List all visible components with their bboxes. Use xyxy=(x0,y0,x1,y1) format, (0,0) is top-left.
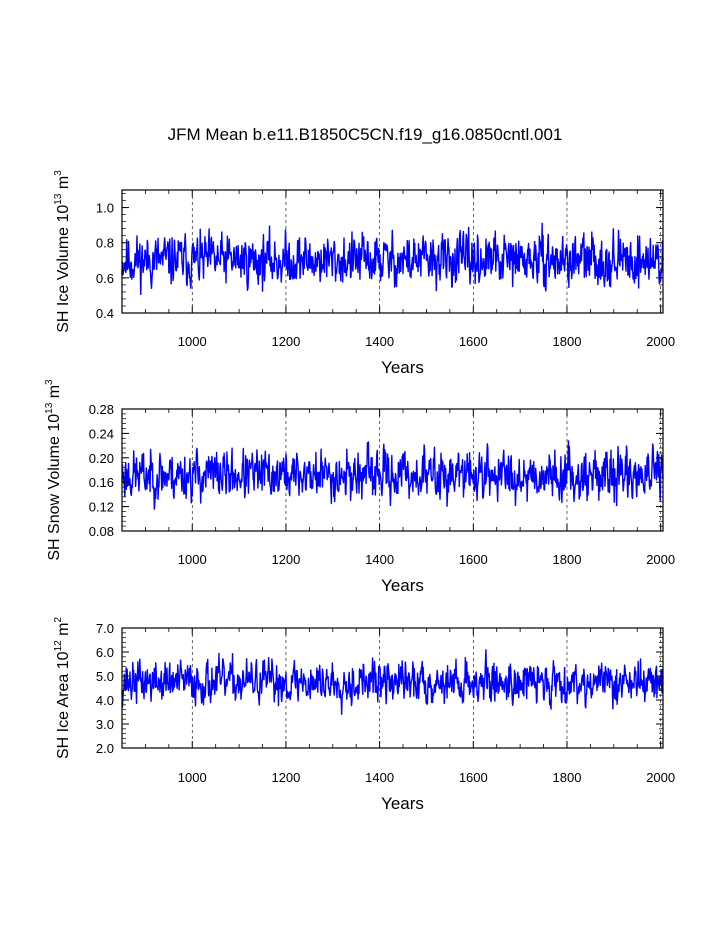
series-line xyxy=(121,649,664,716)
y-tick-label: 0.16 xyxy=(89,475,114,490)
series-line xyxy=(121,440,664,510)
y-tick-label: 0.08 xyxy=(89,524,114,539)
x-axis-label: Years xyxy=(381,576,424,595)
x-tick-label: 1600 xyxy=(459,770,488,785)
x-tick-label: 2000 xyxy=(646,334,675,349)
x-tick-label: 1000 xyxy=(178,770,207,785)
panel-ice-area: 1000 1200 1400 1600 1800 2000 2.0 3.0 4.0 5.0 6.0 7… xyxy=(53,617,675,813)
x-axis-label: Years xyxy=(381,794,424,813)
x-tick-label: 2000 xyxy=(646,770,675,785)
y-axis-label: SH Ice Area 1012 m2 xyxy=(53,617,72,760)
y-tick-label: 0.4 xyxy=(96,306,114,321)
y-tick-label: 6.0 xyxy=(96,645,114,660)
y-axis-label: SH Ice Volume 1013 m3 xyxy=(53,170,72,333)
panels: 1000 1200 1400 1600 1800 2000 0.4 0.6 0.8 1.0 Year… xyxy=(44,170,675,813)
x-tick-label: 1000 xyxy=(178,552,207,567)
x-tick-label: 1800 xyxy=(553,334,582,349)
x-tick-label: 1600 xyxy=(459,334,488,349)
series-line xyxy=(121,222,664,296)
x-tick-label: 1800 xyxy=(553,552,582,567)
panel-ice-volume: 1000 1200 1400 1600 1800 2000 0.4 0.6 0.8 1.0 Year… xyxy=(53,170,675,377)
y-tick-label: 1.0 xyxy=(96,201,114,216)
plot-frame xyxy=(121,627,664,749)
x-tick-label: 1200 xyxy=(271,770,300,785)
x-tick-label: 1400 xyxy=(365,770,394,785)
x-tick-label: 1200 xyxy=(271,552,300,567)
panel-snow-volume: 1000 1200 1400 1600 1800 2000 0.08 0.12 0.16 0.20… xyxy=(44,379,675,595)
x-tick-label: 1800 xyxy=(553,770,582,785)
y-tick-label: 0.6 xyxy=(96,271,114,286)
y-tick-label: 2.0 xyxy=(96,741,114,756)
plot-frame xyxy=(121,408,664,532)
x-tick-label: 1400 xyxy=(365,552,394,567)
y-tick-label: 7.0 xyxy=(96,621,114,636)
x-tick-label: 1200 xyxy=(271,334,300,349)
x-tick-label: 1400 xyxy=(365,334,394,349)
y-tick-label: 5.0 xyxy=(96,669,114,684)
plot-frame xyxy=(121,189,664,314)
figure-title: JFM Mean b.e11.B1850C5CN.f19_g16.0850cnt… xyxy=(168,125,563,144)
y-tick-label: 0.20 xyxy=(89,451,114,466)
y-tick-label: 3.0 xyxy=(96,717,114,732)
x-tick-label: 1600 xyxy=(459,552,488,567)
x-axis-label: Years xyxy=(381,358,424,377)
y-tick-label: 0.8 xyxy=(96,236,114,251)
y-tick-label: 0.28 xyxy=(89,402,114,417)
x-tick-label: 1000 xyxy=(178,334,207,349)
y-tick-label: 0.12 xyxy=(89,500,114,515)
y-axis-label: SH Snow Volume 1013 m3 xyxy=(44,379,63,561)
y-tick-label: 0.24 xyxy=(89,426,114,441)
x-tick-label: 2000 xyxy=(646,552,675,567)
y-tick-label: 4.0 xyxy=(96,693,114,708)
